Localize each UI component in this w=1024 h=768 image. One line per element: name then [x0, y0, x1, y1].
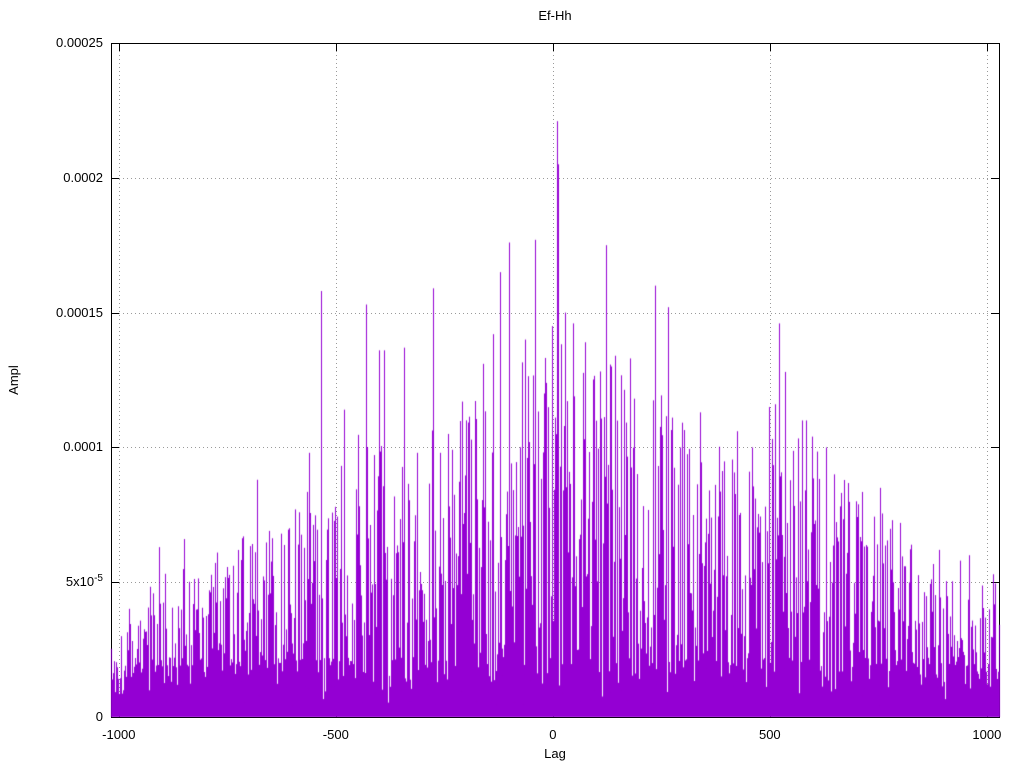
- y-tick-label: 0.0002: [63, 169, 103, 185]
- y-tick-label: 0.0001: [63, 439, 103, 455]
- x-tick-label: 1000: [972, 727, 1002, 742]
- y-tick-label: 0: [95, 709, 103, 724]
- x-tick-label: -500: [322, 727, 349, 742]
- y-tick-exponent: -5: [94, 573, 103, 585]
- x-tick-label: 0: [549, 727, 557, 742]
- x-axis-label: Lag: [544, 746, 566, 761]
- y-axis-label: Ampl: [6, 365, 21, 395]
- chart-title: Ef-Hh: [538, 8, 572, 23]
- y-tick-label: 0.00015: [56, 304, 103, 320]
- y-tick-label: 0.00025: [56, 35, 103, 50]
- y-tick-label: 5x10-5: [65, 573, 103, 590]
- x-tick-label: 500: [758, 727, 781, 742]
- x-tick-label: -1000: [102, 727, 136, 742]
